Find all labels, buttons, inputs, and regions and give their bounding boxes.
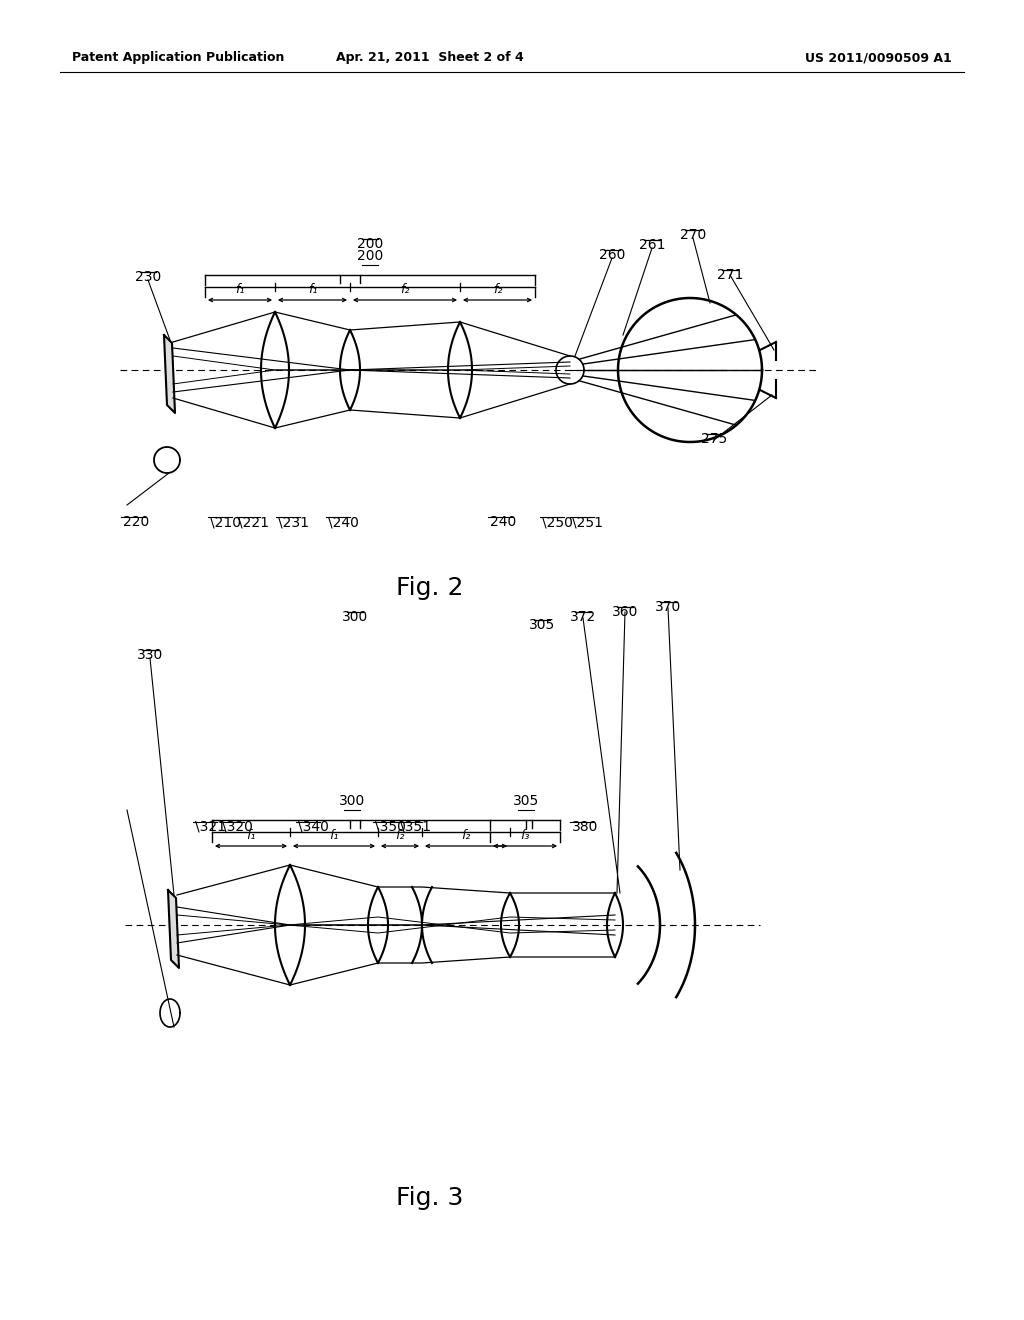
Text: 330: 330: [137, 648, 163, 663]
Text: f₁: f₁: [330, 829, 339, 842]
Text: 380: 380: [572, 820, 598, 834]
Text: f₂: f₂: [395, 829, 404, 842]
Text: \350: \350: [375, 820, 406, 834]
Text: 305: 305: [513, 795, 539, 808]
Text: 270: 270: [680, 228, 707, 242]
Text: f₁: f₁: [247, 829, 256, 842]
Text: 370: 370: [655, 601, 681, 614]
Text: 360: 360: [611, 605, 638, 619]
Text: f₃: f₃: [520, 829, 529, 842]
Text: Fig. 2: Fig. 2: [396, 576, 464, 601]
Text: Patent Application Publication: Patent Application Publication: [72, 51, 285, 65]
Text: f₁: f₁: [236, 282, 245, 296]
Polygon shape: [164, 335, 175, 413]
Text: 200: 200: [357, 238, 383, 251]
Text: \240: \240: [328, 515, 358, 529]
Text: \340: \340: [298, 820, 329, 834]
Text: \250: \250: [542, 515, 572, 529]
Text: 305: 305: [528, 618, 555, 632]
Text: 240: 240: [490, 515, 516, 529]
Text: Fig. 3: Fig. 3: [396, 1185, 464, 1210]
Text: \221: \221: [238, 515, 269, 529]
Text: 200: 200: [357, 249, 383, 263]
Text: \210: \210: [210, 515, 241, 529]
Text: 220: 220: [123, 515, 150, 529]
Text: \351: \351: [400, 820, 431, 834]
Text: 271: 271: [717, 268, 743, 282]
Text: Apr. 21, 2011  Sheet 2 of 4: Apr. 21, 2011 Sheet 2 of 4: [336, 51, 524, 65]
Text: US 2011/0090509 A1: US 2011/0090509 A1: [805, 51, 952, 65]
Text: \320: \320: [222, 820, 253, 834]
Text: 300: 300: [342, 610, 368, 624]
Text: 275: 275: [700, 432, 727, 446]
Text: f₂: f₂: [400, 282, 410, 296]
Text: \321: \321: [195, 820, 226, 834]
Text: 261: 261: [639, 238, 666, 252]
Text: f₂: f₂: [462, 829, 471, 842]
Text: f₁: f₁: [308, 282, 317, 296]
Text: \231: \231: [278, 515, 309, 529]
Text: 372: 372: [570, 610, 596, 624]
Text: \251: \251: [572, 515, 603, 529]
Text: f₂: f₂: [493, 282, 502, 296]
Polygon shape: [168, 890, 179, 968]
Text: 300: 300: [339, 795, 366, 808]
Text: 230: 230: [135, 271, 161, 284]
Text: 260: 260: [599, 248, 626, 261]
